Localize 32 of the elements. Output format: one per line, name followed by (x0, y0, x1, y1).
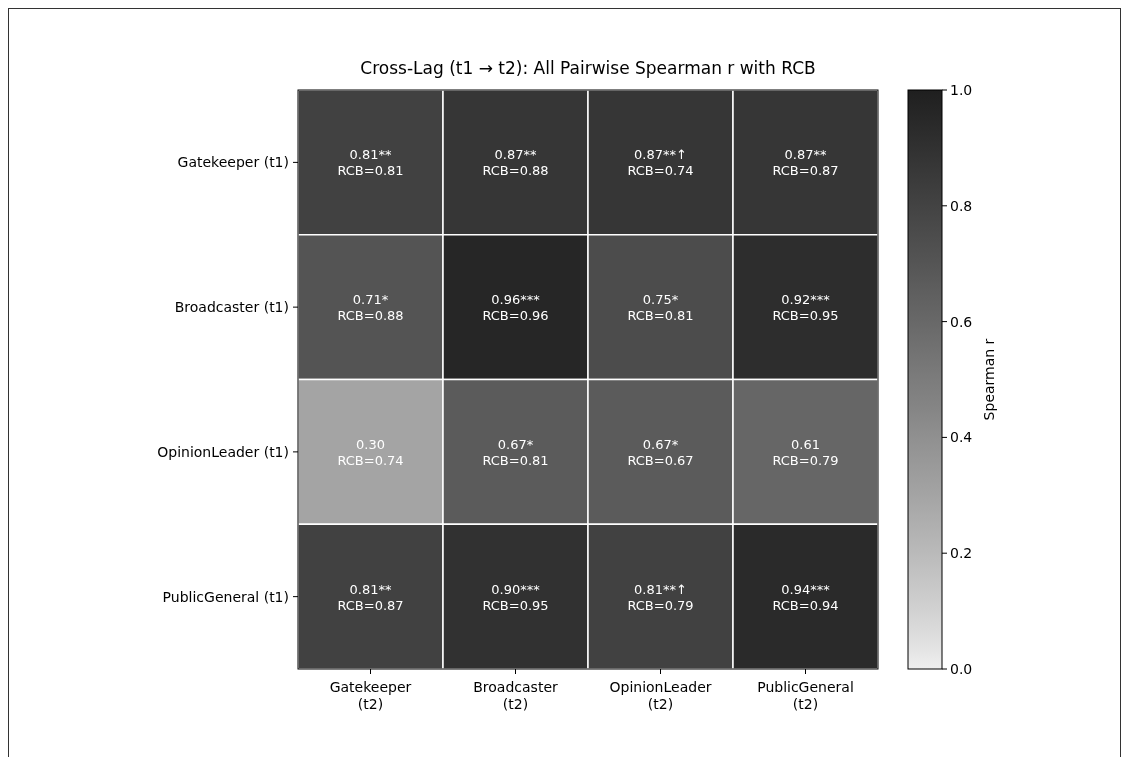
data-label: 0.87** RCB=0.88 (482, 147, 549, 179)
data-label: 0.81** RCB=0.87 (337, 581, 404, 613)
data-label: 0.96*** RCB=0.96 (482, 292, 549, 324)
data-label: 0.67* RCB=0.67 (627, 436, 694, 468)
x-tick-label: Broadcaster (t2) (473, 679, 558, 712)
y-tick-label: PublicGeneral (t1) (162, 588, 289, 605)
color-bar-label: 0.0 (950, 661, 973, 677)
x-tick-label: OpinionLeader (t2) (609, 679, 712, 712)
data-label: 0.67* RCB=0.81 (482, 436, 549, 468)
color-bar-label: 0.4 (950, 429, 973, 446)
y-tick-label: OpinionLeader (t1) (157, 443, 289, 460)
data-label: 0.81**↑ RCB=0.79 (627, 581, 694, 613)
data-label: 0.87** RCB=0.87 (772, 147, 839, 179)
color-bar-label: 1.0 (950, 82, 973, 98)
data-label: 0.81** RCB=0.81 (337, 147, 404, 179)
color-bar-label: 0.6 (950, 313, 973, 330)
color-bar-label: 0.2 (950, 545, 973, 562)
data-label: 0.75* RCB=0.81 (627, 292, 694, 324)
chart-title: Cross-Lag (t1 → t2): All Pairwise Spearman r with RCB (360, 58, 816, 78)
x-tick-label: PublicGeneral (t2) (757, 679, 854, 712)
data-label: 0.61 RCB=0.79 (772, 436, 839, 468)
y-tick-label: Broadcaster (t1) (174, 299, 289, 316)
color-bar-title: Spearman r (981, 338, 997, 421)
data-label: 0.30 RCB=0.74 (337, 436, 404, 468)
data-label: 0.94*** RCB=0.94 (772, 581, 839, 613)
data-label: 0.90*** RCB=0.95 (482, 581, 549, 613)
data-label: 0.92*** RCB=0.95 (772, 292, 839, 324)
x-tick-label: Gatekeeper (t2) (329, 679, 412, 712)
data-label: 0.87**↑ RCB=0.74 (627, 147, 694, 179)
y-tick-label: Gatekeeper (t1) (177, 154, 289, 171)
color-bar-label: 0.8 (950, 197, 973, 214)
data-label: 0.71* RCB=0.88 (337, 292, 404, 324)
